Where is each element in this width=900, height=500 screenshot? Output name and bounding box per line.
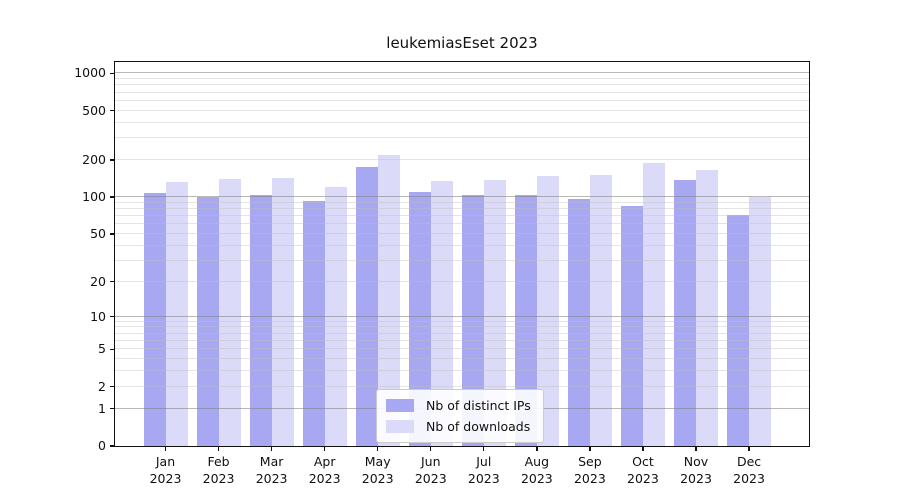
y-tick-mark [110, 445, 115, 447]
y-tick-mark [110, 233, 115, 235]
x-tick-label-apr: Apr 2023 [308, 454, 341, 486]
bar-group-mar-2023 [249, 62, 294, 446]
x-tick-mark [217, 446, 220, 451]
x-tick-label-jun: Jun 2023 [414, 454, 447, 486]
y-tick-mark [110, 159, 115, 161]
x-tick-label-mar: Mar 2023 [255, 454, 288, 486]
y-tick-label: 200 [82, 151, 106, 167]
bar-group-oct-2023 [620, 62, 665, 446]
x-tick-mark [642, 446, 644, 451]
bar-downloads [430, 180, 453, 446]
bar-group-sep-2023 [567, 62, 612, 446]
bar-downloads [165, 182, 188, 446]
x-tick-mark [164, 446, 167, 451]
bar-downloads [377, 154, 400, 446]
x-tick-mark [536, 446, 538, 451]
legend: Nb of distinct IPs Nb of downloads [376, 389, 544, 443]
y-tick-mark [110, 407, 115, 410]
bar-distinct-ips [249, 195, 272, 446]
y-tick-label: 2 [98, 378, 106, 394]
y-tick-mark [110, 386, 115, 388]
bar-downloads [536, 175, 559, 446]
y-tick-mark [110, 109, 115, 112]
legend-label-distinct-ips: Nb of distinct IPs [426, 398, 531, 413]
x-tick-mark [695, 446, 697, 451]
y-tick-label: 5 [98, 341, 106, 357]
x-tick-label-jan: Jan 2023 [149, 454, 182, 486]
bar-group-may-2023 [355, 62, 400, 446]
bar-distinct-ips [514, 195, 537, 446]
bar-downloads [218, 178, 241, 446]
bar-distinct-ips [408, 191, 431, 446]
y-tick-mark [110, 281, 115, 283]
bar-group-apr-2023 [302, 62, 347, 446]
bar-distinct-ips [620, 206, 643, 446]
x-tick-mark [483, 446, 485, 451]
x-tick-label-jul: Jul 2023 [467, 454, 500, 486]
y-tick-label: 500 [82, 102, 106, 118]
bar-downloads [696, 170, 718, 446]
x-tick-mark [589, 446, 591, 451]
x-tick-mark [430, 446, 432, 451]
legend-label-downloads: Nb of downloads [426, 419, 531, 434]
x-tick-mark [748, 446, 750, 451]
bar-group-feb-2023 [196, 62, 241, 446]
bar-downloads [324, 187, 347, 446]
legend-entry-distinct-ips: Nb of distinct IPs [386, 395, 531, 416]
x-tick-label-oct: Oct 2023 [627, 454, 659, 486]
y-tick-mark [110, 348, 115, 351]
legend-swatch-distinct-ips [386, 399, 414, 412]
legend-entry-downloads: Nb of downloads [386, 416, 531, 437]
plot-area: Nb of distinct IPs Nb of downloads 0 1 2 5 1… [74, 61, 810, 486]
x-tick-label-dec: Dec 2023 [733, 454, 765, 486]
bar-downloads [589, 174, 612, 446]
bar-group-dec-2023 [727, 62, 772, 446]
x-tick-label-aug: Aug 2023 [520, 454, 553, 486]
bar-distinct-ips [143, 193, 166, 446]
y-tick-label: 1 [98, 400, 106, 416]
bar-distinct-ips [302, 201, 325, 446]
x-tick-mark [270, 446, 273, 451]
bar-group-aug-2023 [514, 62, 559, 446]
chart-title: leukemiasEset 2023 [386, 34, 538, 52]
x-tick-label-feb: Feb 2023 [202, 454, 235, 486]
bar-distinct-ips [355, 167, 378, 446]
y-tick-mark [110, 315, 115, 318]
bar-downloads [642, 163, 665, 446]
y-tick-label: 100 [82, 189, 106, 205]
bar-downloads [271, 177, 294, 446]
bar-distinct-ips [196, 197, 219, 446]
legend-swatch-downloads [386, 420, 414, 433]
y-tick-label: 1000 [74, 65, 106, 81]
bar-distinct-ips [461, 194, 484, 446]
bar-distinct-ips [674, 179, 696, 446]
y-tick-mark [110, 72, 115, 74]
x-tick-mark [377, 446, 379, 451]
bar-group-nov-2023 [674, 62, 718, 446]
y-tick-label: 20 [90, 273, 106, 289]
bar-group-jun-2023 [408, 62, 453, 446]
bar-downloads [483, 179, 506, 446]
y-tick-label: 10 [90, 308, 106, 324]
x-tick-label-nov: Nov 2023 [680, 454, 712, 486]
y-tick-label: 50 [90, 225, 106, 241]
bar-group-jul-2023 [461, 62, 506, 446]
x-tick-mark [323, 446, 326, 451]
x-tick-label-may: May 2023 [361, 454, 394, 486]
bar-group-jan-2023 [143, 62, 188, 446]
bar-downloads [749, 197, 772, 446]
x-tick-label-sep: Sep 2023 [573, 454, 606, 486]
bar-distinct-ips [567, 198, 590, 446]
y-tick-mark [110, 196, 115, 198]
bar-distinct-ips [727, 215, 750, 446]
y-tick-label: 0 [98, 438, 106, 453]
